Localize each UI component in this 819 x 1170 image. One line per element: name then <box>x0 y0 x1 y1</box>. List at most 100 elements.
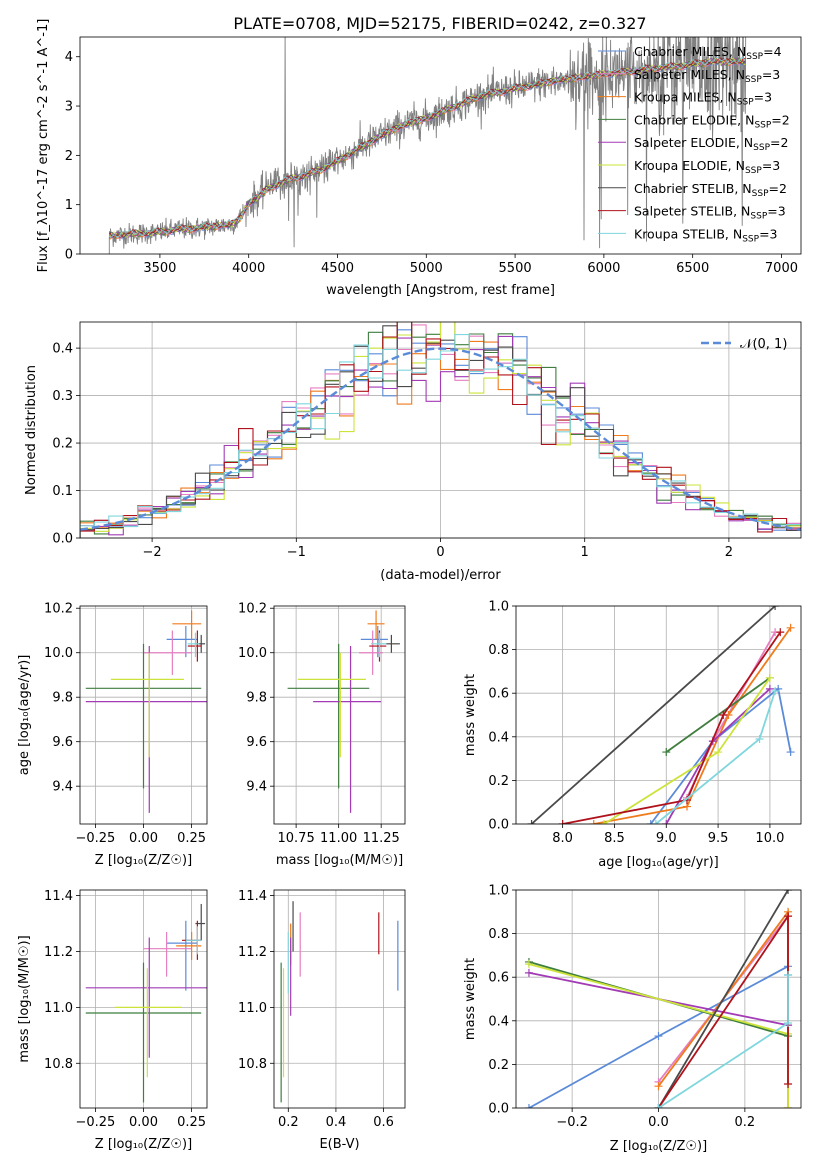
errorbar-chabrier-miles <box>166 920 198 991</box>
axes-frame <box>273 889 406 1109</box>
x-tick-label: 1 <box>581 545 589 560</box>
series-chabrier-stelib <box>527 606 780 824</box>
x-tick-label: 0.2 <box>735 1115 756 1130</box>
y-tick-label: 10.2 <box>44 602 73 617</box>
y-tick-label: 10.8 <box>238 1057 267 1072</box>
series-marker <box>786 748 795 757</box>
y-tick-label: 0.4 <box>488 1014 509 1029</box>
legend-entry: Chabrier STELIB, NSSP=2 <box>634 181 787 199</box>
errorbar-kroupa-elodie <box>110 652 184 758</box>
y-tick-label: 0.6 <box>488 971 509 986</box>
y-tick-label: 0.2 <box>52 437 73 452</box>
y-tick-label: 9.8 <box>52 691 73 706</box>
series-marker <box>654 1032 663 1041</box>
y-axis-label: mass weight <box>463 958 478 1040</box>
legend: Chabrier MILES, NSSP=4 Salpeter MILES, NS… <box>598 44 790 244</box>
x-axis-label: wavelength [Angstrom, rest frame] <box>326 283 555 298</box>
series-marker <box>524 960 533 969</box>
y-tick-label: 0.4 <box>52 342 73 357</box>
series-marker <box>784 1018 793 1027</box>
y-tick-label: 4 <box>65 50 73 65</box>
residual-histogram-salpeter-stelib <box>80 322 801 538</box>
y-tick-label: 11.2 <box>238 945 267 960</box>
age-vs-mass-panel: 10.75 11.00 11.25 9.4 9.6 9.8 10.0 10.2 mass [lo… <box>238 602 406 868</box>
series-marker <box>527 820 536 824</box>
mass-vs-extinction-panel: 0.2 0.4 0.6 10.8 11.0 11.2 11.4 E(B-V) <box>238 889 406 1152</box>
series-kroupa-elodie <box>600 673 774 824</box>
errorbar-chabrier-elodie <box>85 643 202 789</box>
series-chabrier-miles <box>646 684 795 824</box>
series-line <box>530 606 776 824</box>
x-tick-label: −2 <box>143 545 162 560</box>
legend-entry: 𝒩(0, 1) <box>740 337 787 352</box>
spectrum-panel: 3500 4000 4500 5000 5500 6000 6500 7000 0 1 2 3 4 wav… <box>36 19 802 298</box>
y-tick-label: 11.4 <box>44 889 73 904</box>
errorbar-chabrier-elodie <box>85 962 202 1103</box>
series-salpeter-stelib <box>558 628 785 824</box>
series-kroupa-stelib <box>654 971 793 1108</box>
plot-area <box>85 610 207 813</box>
plot-area <box>108 37 747 254</box>
x-tick-label: −0.25 <box>75 831 115 846</box>
errorbar-kroupa-miles <box>367 610 385 640</box>
x-tick-label: 0.25 <box>177 831 206 846</box>
y-tick-label: 10.0 <box>238 646 267 661</box>
grid <box>516 605 801 825</box>
y-tick-label: 0.1 <box>52 484 73 499</box>
y-tick-label: 0.6 <box>488 687 509 702</box>
y-tick-label: 0 <box>65 248 73 263</box>
legend-entry: Kroupa ELODIE, NSSP=3 <box>634 158 780 176</box>
x-axis-label: mass [log₁₀(M/M☉)] <box>276 853 403 868</box>
plot-area <box>524 890 793 1108</box>
legend-entry: Salpeter STELIB, NSSP=3 <box>634 204 786 222</box>
y-tick-label: 10.0 <box>44 646 73 661</box>
legend-entry: Kroupa MILES, NSSP=3 <box>634 90 772 108</box>
series-marker <box>662 748 671 757</box>
x-tick-label: 0.0 <box>648 1115 669 1130</box>
series-marker <box>784 912 793 921</box>
errorbar-kroupa-stelib <box>187 632 200 658</box>
x-tick-label: 9.0 <box>656 831 677 846</box>
x-tick-label: −1 <box>287 545 306 560</box>
errorbar-salpeter-miles <box>143 931 192 977</box>
y-tick-label: 0.8 <box>488 643 509 658</box>
series-marker <box>662 820 671 824</box>
x-tick-label: 5000 <box>410 261 443 276</box>
legend: 𝒩(0, 1) <box>701 337 787 352</box>
residuals-panel: −2 −1 0 1 2 0.0 0.1 0.2 0.3 0.4 (data-model)/error… <box>24 321 802 583</box>
series-marker <box>765 673 774 682</box>
x-axis-label: Z [log₁₀(Z/Z☉)] <box>95 853 192 868</box>
errorbar-salpeter-elodie <box>85 646 207 813</box>
y-tick-label: 11.0 <box>238 1001 267 1016</box>
series-marker <box>765 684 774 693</box>
x-tick-label: 4000 <box>232 261 265 276</box>
model-spectrum-kroupa-stelib <box>109 56 746 238</box>
series-marker <box>651 820 660 824</box>
axes-frame <box>79 36 802 255</box>
series-marker <box>719 711 728 719</box>
errorbar-chabrier-elodie <box>287 643 370 789</box>
series-line <box>657 890 789 1108</box>
x-tick-label: 4500 <box>321 261 354 276</box>
x-tick-label: 9.5 <box>708 831 729 846</box>
series-marker <box>524 968 533 977</box>
plot-area <box>280 901 399 1103</box>
grid <box>274 890 405 1108</box>
errorbar-chabrier-stelib <box>386 634 400 653</box>
y-tick-label: 9.6 <box>246 735 267 750</box>
errorbar-kroupa-miles <box>172 610 202 640</box>
x-axis-label: Z [log₁₀(Z/Z☉)] <box>610 1139 707 1154</box>
y-axis-label: age [log₁₀(age/yr)] <box>17 655 32 776</box>
series-marker <box>771 687 780 696</box>
x-axis-label: age [log₁₀(age/yr)] <box>598 855 719 870</box>
axes-frame <box>515 605 802 825</box>
errorbar-kroupa-elodie <box>297 652 366 758</box>
errorbar-chabrier-miles <box>360 626 388 658</box>
y-tick-label: 1.0 <box>488 600 509 615</box>
series-marker <box>771 606 780 610</box>
series-marker <box>524 1104 533 1108</box>
y-tick-label: 0.8 <box>488 927 509 942</box>
legend-entry: Salpeter MILES, NSSP=3 <box>634 67 780 85</box>
x-tick-label: 11.00 <box>320 831 357 846</box>
normal-curve <box>80 347 801 531</box>
